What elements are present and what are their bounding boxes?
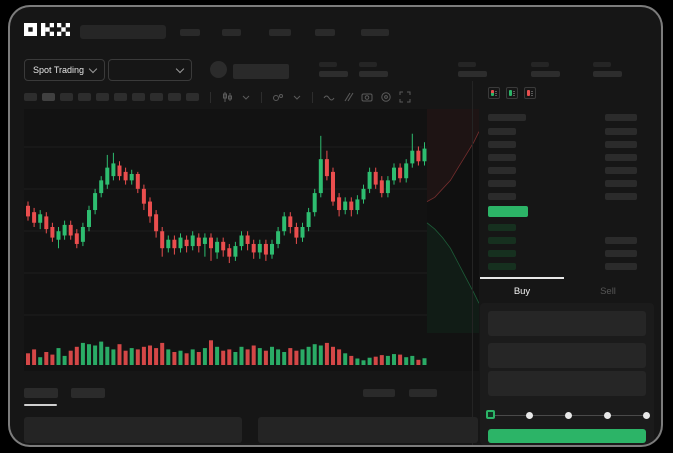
nav-item[interactable]: [315, 28, 335, 36]
timeframe-button[interactable]: [24, 93, 37, 101]
ticker-stat: [531, 62, 561, 77]
indicator-icon[interactable]: [271, 91, 284, 103]
timeframe-button[interactable]: [150, 93, 163, 101]
fullscreen-icon[interactable]: [398, 91, 411, 103]
amount-field[interactable]: [488, 343, 646, 368]
nav-item[interactable]: [180, 28, 200, 36]
market-type-selector[interactable]: Spot Trading: [24, 59, 106, 81]
orders-skeleton-box: [258, 417, 478, 443]
price-field[interactable]: [488, 311, 646, 336]
buy-submit-button[interactable]: [488, 429, 646, 443]
nav-item[interactable]: [222, 28, 241, 36]
slider-stop[interactable]: [643, 412, 650, 419]
slider-stop[interactable]: [604, 412, 611, 419]
orderbook-view-toggles: [488, 87, 536, 99]
timeframe-button[interactable]: [132, 93, 145, 101]
tab-buy[interactable]: Buy: [513, 286, 531, 297]
orders-filter-control[interactable]: [409, 389, 437, 397]
ticker-stat: [319, 62, 349, 77]
buy-tab-underline: [480, 277, 564, 279]
ticker-stat: [359, 62, 389, 77]
timeframe-button[interactable]: [186, 93, 199, 101]
nav-item[interactable]: [269, 28, 291, 36]
app-window: Spot Trading: [8, 5, 663, 447]
trade-panel: Buy Sell: [480, 81, 660, 445]
orders-tab-history[interactable]: [71, 388, 105, 398]
top-nav: [24, 23, 647, 41]
price-chart[interactable]: [24, 109, 480, 371]
timeframe-button[interactable]: [78, 93, 91, 101]
ticker-stat: [593, 62, 623, 77]
compare-icon[interactable]: [341, 91, 354, 103]
last-price-highlight[interactable]: [488, 206, 528, 217]
timeframe-button[interactable]: [114, 93, 127, 101]
book-asks-icon[interactable]: [524, 87, 536, 99]
timeframe-button[interactable]: [42, 93, 55, 101]
candles-icon[interactable]: [220, 91, 233, 103]
toolbar-separator: [261, 91, 262, 103]
chart-toolbar: [24, 91, 414, 103]
active-tab-underline: [24, 404, 57, 406]
total-field[interactable]: [488, 371, 646, 396]
slider-stop[interactable]: [565, 412, 572, 419]
buy-sell-tabs: Buy Sell: [480, 277, 650, 301]
orders-filter-control[interactable]: [363, 389, 395, 397]
book-combined-icon[interactable]: [488, 87, 500, 99]
chevron-down-icon: [175, 64, 185, 74]
search-input[interactable]: [80, 25, 166, 39]
chevron-down-icon: [88, 64, 98, 73]
slider-stop[interactable]: [526, 412, 533, 419]
timeframe-button[interactable]: [168, 93, 181, 101]
toolbar-separator: [210, 91, 211, 103]
market-type-label: Spot Trading: [33, 65, 85, 75]
camera-icon[interactable]: [360, 91, 373, 103]
settings-icon[interactable]: [379, 91, 392, 103]
pair-selector-dropdown[interactable]: [108, 59, 192, 81]
ticker-stat: [458, 62, 488, 77]
toolbar-separator: [312, 91, 313, 103]
okx-logo: [24, 23, 70, 41]
chevron-down-icon[interactable]: [290, 91, 303, 103]
book-bids-icon[interactable]: [506, 87, 518, 99]
amount-slider[interactable]: [486, 410, 650, 421]
slider-handle[interactable]: [486, 410, 495, 419]
orders-tab-open[interactable]: [24, 388, 58, 398]
line-icon[interactable]: [322, 91, 335, 103]
orders-skeleton-box: [24, 417, 242, 443]
nav-item[interactable]: [361, 28, 389, 36]
ticker-row: Spot Trading: [24, 55, 647, 85]
chevron-down-icon[interactable]: [239, 91, 252, 103]
timeframe-button[interactable]: [96, 93, 109, 101]
orders-tab-bar: [24, 385, 461, 411]
coin-icon: [210, 61, 227, 78]
pair-name-placeholder: [233, 64, 289, 79]
panel-divider: [472, 81, 473, 445]
nav-items: [180, 28, 389, 36]
timeframe-button[interactable]: [60, 93, 73, 101]
tab-sell[interactable]: Sell: [600, 286, 616, 297]
